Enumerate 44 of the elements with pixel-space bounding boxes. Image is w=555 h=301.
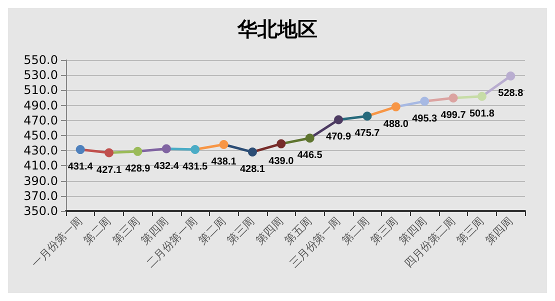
data-label: 470.9 [326,132,352,143]
point [420,96,430,106]
y-tick-label: 430.0 [24,144,58,158]
y-tick-label: 370.0 [24,188,58,203]
data-label: 528.8 [498,88,524,100]
y-tick-label: 530.0 [24,68,58,82]
data-label: 438.1 [211,156,237,168]
point [162,144,171,154]
data-label: 431.5 [182,161,208,172]
data-label: 432.4 [154,160,180,172]
point [362,112,372,121]
point [76,145,85,154]
y-tick-label: 450.0 [24,128,58,142]
data-label: 488.0 [383,118,409,130]
y-tick-label: 410.0 [24,158,58,173]
point [305,134,314,143]
data-label: 428.1 [240,164,266,176]
point [506,72,516,81]
point [477,92,486,101]
x-tick-label: 第二周 [339,214,372,247]
y-tick-label: 390.0 [24,174,58,188]
data-label: 446.5 [297,150,323,162]
point [104,148,114,158]
data-label: 475.7 [354,128,380,140]
chart-title: 华北地区 [236,17,318,41]
point [276,139,286,148]
point [133,146,142,156]
data-label: 431.4 [68,162,94,173]
point [391,102,400,112]
data-label: 495.3 [412,113,438,124]
y-tick-label: 490.0 [24,98,58,112]
data-label: 499.7 [440,110,466,121]
point [448,93,458,102]
point [219,140,228,149]
data-label: 428.9 [125,163,151,174]
data-label: 427.1 [96,164,122,176]
y-tick-label: 470.0 [24,113,58,128]
data-label: 439.0 [268,156,294,167]
y-tick-label: 510.0 [24,83,58,98]
data-label: 501.8 [469,108,495,120]
point [334,115,344,124]
y-tick-label: 550.0 [24,53,58,67]
point [190,144,200,154]
point [248,148,257,157]
